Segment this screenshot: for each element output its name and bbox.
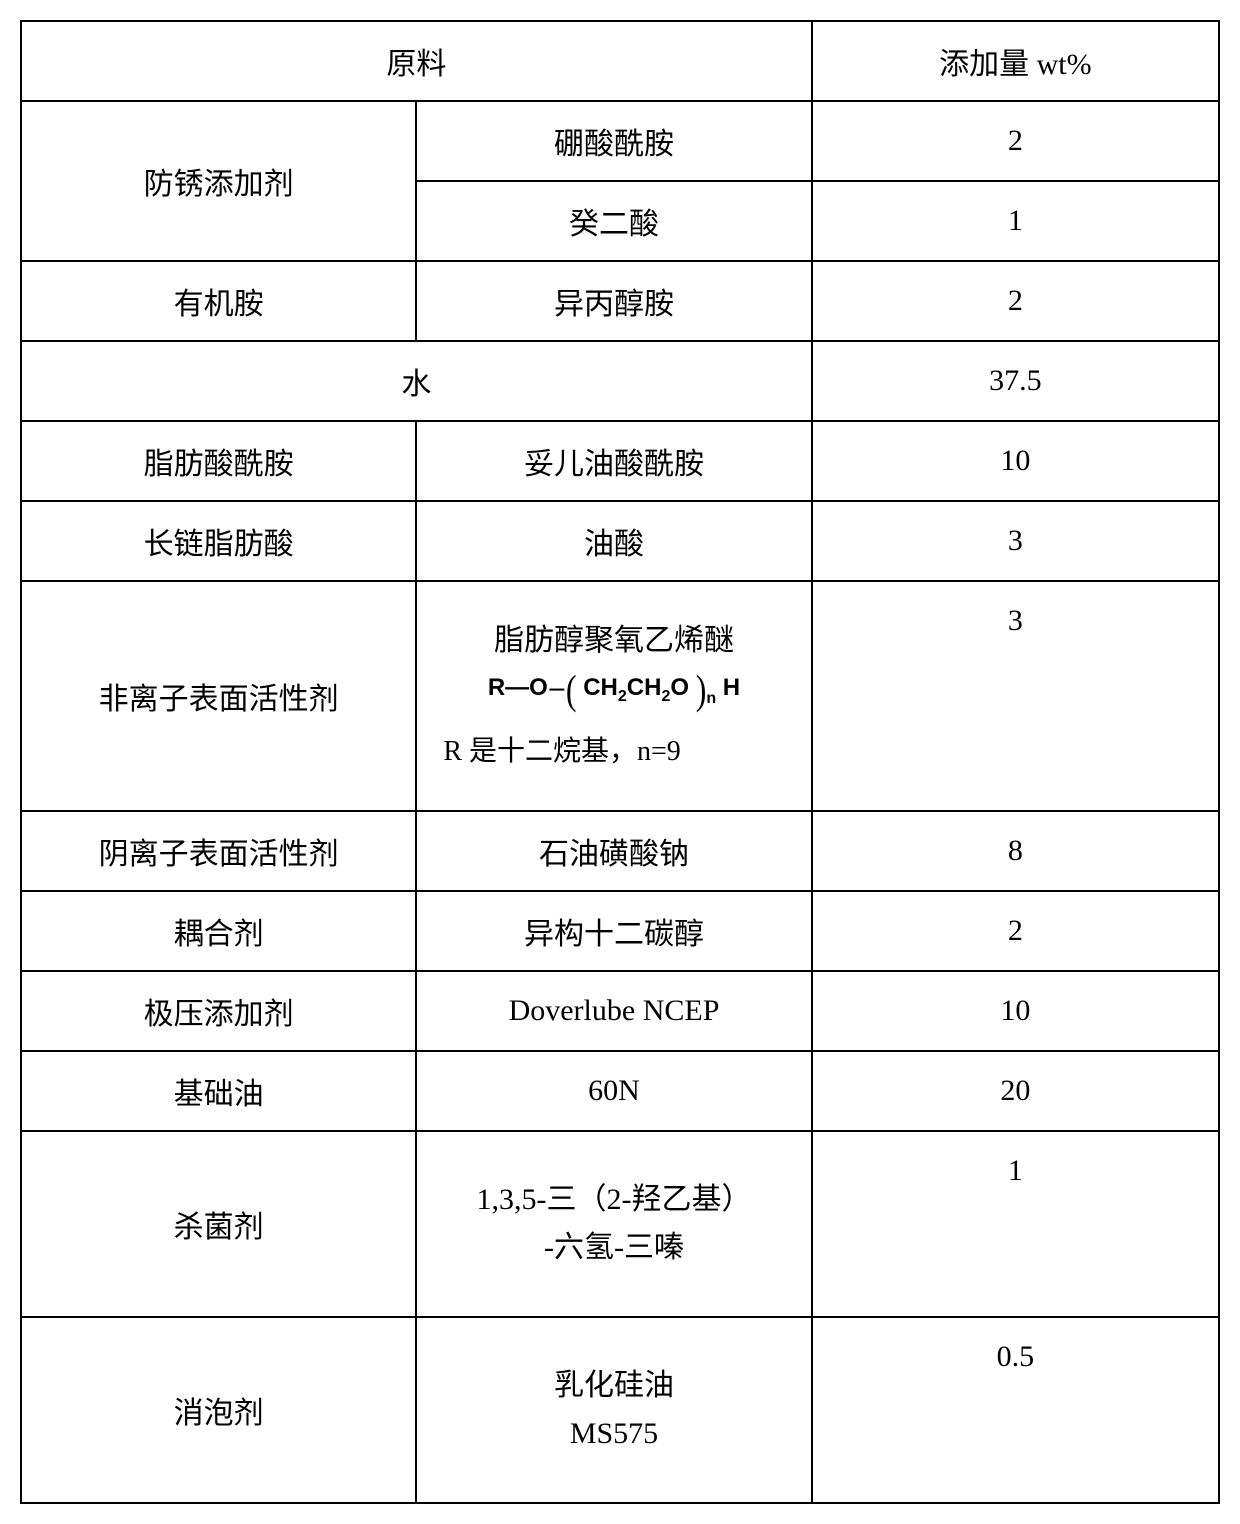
name-cell: 60N — [416, 1051, 811, 1131]
name-cell: 异构十二碳醇 — [416, 891, 811, 971]
name-cell: 异丙醇胺 — [416, 261, 811, 341]
category-cell: 非离子表面活性剂 — [21, 581, 416, 811]
value-cell: 2 — [812, 891, 1219, 971]
chemical-formula: R—O−( CH2CH2O )n H — [425, 669, 802, 712]
table-row: 耦合剂 异构十二碳醇 2 — [21, 891, 1219, 971]
table-row: 消泡剂 乳化硅油 MS575 0.5 — [21, 1317, 1219, 1503]
bactericide-line1: 1,3,5-三（2-羟乙基） — [477, 1183, 752, 1216]
value-cell: 8 — [812, 811, 1219, 891]
value-cell: 1 — [812, 181, 1219, 261]
category-cell: 防锈添加剂 — [21, 101, 416, 261]
name-cell-formula: 脂肪醇聚氧乙烯醚 R—O−( CH2CH2O )n H R 是十二烷基，n=9 — [416, 581, 811, 811]
table-row: 阴离子表面活性剂 石油磺酸钠 8 — [21, 811, 1219, 891]
value-cell: 20 — [812, 1051, 1219, 1131]
name-cell: 油酸 — [416, 501, 811, 581]
table-row: 杀菌剂 1,3,5-三（2-羟乙基） -六氢-三嗪 1 — [21, 1131, 1219, 1317]
table-row: 长链脂肪酸 油酸 3 — [21, 501, 1219, 581]
bactericide-line2: -六氢-三嗪 — [544, 1231, 684, 1264]
composition-table: 原料 添加量 wt% 防锈添加剂 硼酸酰胺 2 癸二酸 1 有机胺 异丙醇胺 2… — [20, 20, 1220, 1504]
name-cell-multiline: 1,3,5-三（2-羟乙基） -六氢-三嗪 — [416, 1131, 811, 1317]
category-cell: 杀菌剂 — [21, 1131, 416, 1317]
name-cell: 妥儿油酸酰胺 — [416, 421, 811, 501]
name-cell-multiline: 乳化硅油 MS575 — [416, 1317, 811, 1503]
category-cell: 脂肪酸酰胺 — [21, 421, 416, 501]
defoamer-line2: MS575 — [570, 1417, 658, 1450]
table-row: 非离子表面活性剂 脂肪醇聚氧乙烯醚 R—O−( CH2CH2O )n H R 是… — [21, 581, 1219, 811]
table-row: 防锈添加剂 硼酸酰胺 2 — [21, 101, 1219, 181]
value-cell: 2 — [812, 101, 1219, 181]
table-row: 脂肪酸酰胺 妥儿油酸酰胺 10 — [21, 421, 1219, 501]
header-amount: 添加量 wt% — [812, 21, 1219, 101]
header-material: 原料 — [21, 21, 812, 101]
formula-note: R 是十二烷基，n=9 — [425, 730, 802, 775]
value-cell: 3 — [812, 581, 1219, 811]
category-cell: 有机胺 — [21, 261, 416, 341]
value-cell: 0.5 — [812, 1317, 1219, 1503]
category-cell: 阴离子表面活性剂 — [21, 811, 416, 891]
category-cell: 消泡剂 — [21, 1317, 416, 1503]
value-cell: 1 — [812, 1131, 1219, 1317]
name-cell: 石油磺酸钠 — [416, 811, 811, 891]
value-cell: 2 — [812, 261, 1219, 341]
category-cell: 长链脂肪酸 — [21, 501, 416, 581]
value-cell: 3 — [812, 501, 1219, 581]
table-row: 水 37.5 — [21, 341, 1219, 421]
table-row: 极压添加剂 Doverlube NCEP 10 — [21, 971, 1219, 1051]
category-cell: 水 — [21, 341, 812, 421]
name-cell: Doverlube NCEP — [416, 971, 811, 1051]
table-row: 有机胺 异丙醇胺 2 — [21, 261, 1219, 341]
value-cell: 37.5 — [812, 341, 1219, 421]
value-cell: 10 — [812, 421, 1219, 501]
name-cell: 癸二酸 — [416, 181, 811, 261]
category-cell: 耦合剂 — [21, 891, 416, 971]
table-row: 基础油 60N 20 — [21, 1051, 1219, 1131]
category-cell: 基础油 — [21, 1051, 416, 1131]
surfactant-name: 脂肪醇聚氧乙烯醚 — [494, 624, 734, 657]
defoamer-line1: 乳化硅油 — [554, 1369, 674, 1402]
name-cell: 硼酸酰胺 — [416, 101, 811, 181]
category-cell: 极压添加剂 — [21, 971, 416, 1051]
table-header-row: 原料 添加量 wt% — [21, 21, 1219, 101]
value-cell: 10 — [812, 971, 1219, 1051]
